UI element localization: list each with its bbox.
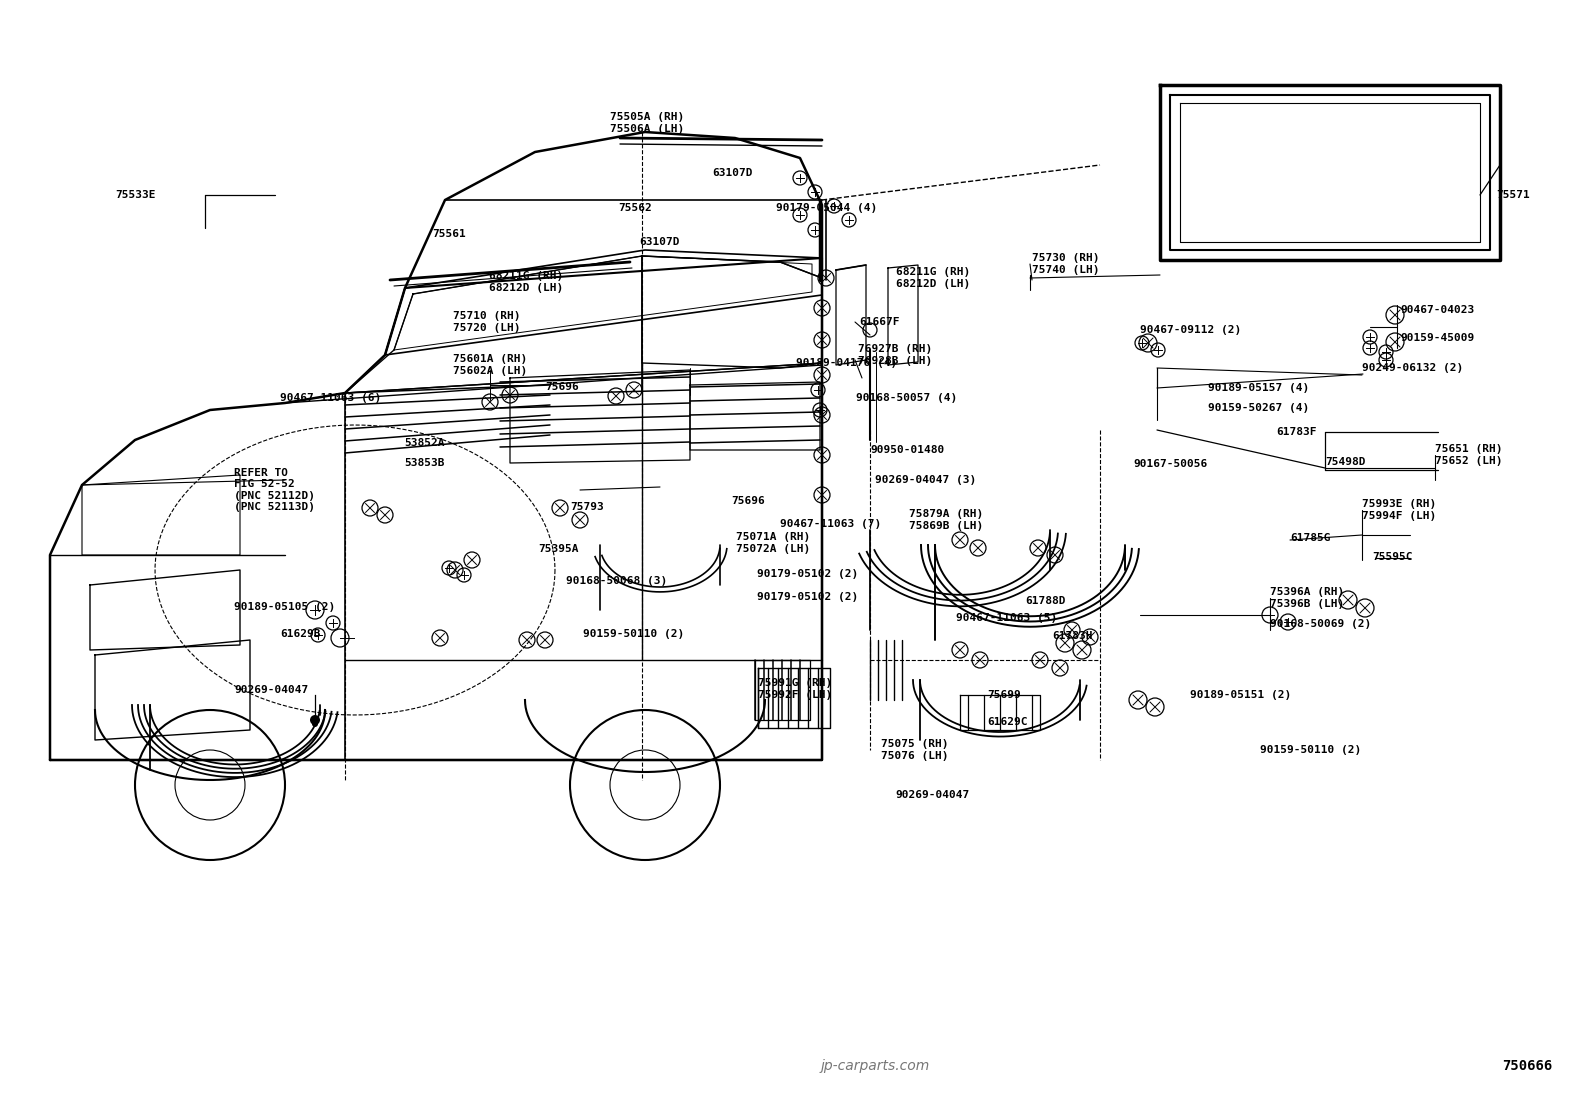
Text: 75395A: 75395A [538, 544, 578, 554]
Text: 75699: 75699 [987, 690, 1020, 700]
Text: 90249-06132 (2): 90249-06132 (2) [1363, 363, 1463, 373]
Text: 61783H: 61783H [1052, 631, 1092, 641]
Text: 75793: 75793 [570, 502, 603, 512]
Text: 750666: 750666 [1501, 1059, 1552, 1073]
Text: 75071A (RH)
75072A (LH): 75071A (RH) 75072A (LH) [736, 532, 810, 554]
Text: 90189-05105 (2): 90189-05105 (2) [234, 602, 336, 612]
Text: 75396A (RH)
75396B (LH): 75396A (RH) 75396B (LH) [1270, 587, 1344, 609]
Text: REFER TO
FIG 52-52
(PNC 52112D)
(PNC 52113D): REFER TO FIG 52-52 (PNC 52112D) (PNC 521… [234, 467, 315, 512]
Text: 68211G (RH)
68212D (LH): 68211G (RH) 68212D (LH) [489, 271, 564, 292]
Text: 75601A (RH)
75602A (LH): 75601A (RH) 75602A (LH) [454, 354, 527, 376]
Text: 90189-05151 (2): 90189-05151 (2) [1189, 690, 1291, 700]
Text: 90168-50068 (3): 90168-50068 (3) [567, 576, 667, 586]
Text: 90467-09112 (2): 90467-09112 (2) [1140, 325, 1242, 335]
Text: 75498D: 75498D [1325, 457, 1366, 467]
Text: 75651 (RH)
75652 (LH): 75651 (RH) 75652 (LH) [1434, 444, 1503, 466]
Text: 75993E (RH)
75994F (LH): 75993E (RH) 75994F (LH) [1363, 499, 1436, 521]
Text: jp-carparts.com: jp-carparts.com [821, 1059, 930, 1073]
Text: 90159-50110 (2): 90159-50110 (2) [583, 629, 685, 639]
Text: 90467-04023: 90467-04023 [1399, 306, 1474, 315]
Text: 75710 (RH)
75720 (LH): 75710 (RH) 75720 (LH) [454, 311, 521, 333]
Text: 75991G (RH)
75992F (LH): 75991G (RH) 75992F (LH) [758, 678, 833, 700]
Text: 90189-05157 (4): 90189-05157 (4) [1208, 382, 1309, 393]
Text: 90167-50056: 90167-50056 [1134, 459, 1207, 469]
Text: 53852A: 53852A [404, 439, 444, 448]
Text: 90159-50267 (4): 90159-50267 (4) [1208, 403, 1309, 413]
Text: 75696: 75696 [544, 382, 579, 392]
Text: 75571: 75571 [1496, 190, 1530, 200]
Text: 63107D: 63107D [712, 168, 753, 178]
Text: 61629C: 61629C [987, 717, 1027, 728]
Text: 90179-05044 (4): 90179-05044 (4) [775, 203, 877, 213]
Text: 75696: 75696 [731, 496, 764, 506]
Text: 90269-04047 (3): 90269-04047 (3) [876, 475, 976, 485]
Text: 90159-45009: 90159-45009 [1399, 333, 1474, 343]
Text: 90179-05102 (2): 90179-05102 (2) [758, 592, 858, 602]
Text: 53853B: 53853B [404, 458, 444, 468]
Text: 75730 (RH)
75740 (LH): 75730 (RH) 75740 (LH) [1032, 253, 1100, 275]
Text: 90168-50057 (4): 90168-50057 (4) [856, 393, 957, 403]
Text: 90159-50110 (2): 90159-50110 (2) [1259, 745, 1361, 755]
Text: 63107D: 63107D [638, 237, 680, 247]
Text: 61785G: 61785G [1290, 533, 1331, 543]
Text: 75595C: 75595C [1372, 552, 1412, 562]
Text: 90179-05102 (2): 90179-05102 (2) [758, 569, 858, 579]
Text: 61629B: 61629B [280, 629, 320, 639]
Text: 90467-11063 (6): 90467-11063 (6) [280, 393, 380, 403]
Text: 68211G (RH)
68212D (LH): 68211G (RH) 68212D (LH) [896, 267, 970, 289]
Text: 61667F: 61667F [860, 317, 899, 328]
Text: 61788D: 61788D [1025, 596, 1065, 606]
Text: 75505A (RH)
75506A (LH): 75505A (RH) 75506A (LH) [610, 112, 685, 134]
Text: 75533E: 75533E [115, 190, 156, 200]
Text: 90189-04176 (4): 90189-04176 (4) [796, 358, 898, 368]
Circle shape [312, 721, 318, 728]
Text: 76927B (RH)
76928B (LH): 76927B (RH) 76928B (LH) [858, 344, 933, 366]
Text: 90269-04047: 90269-04047 [234, 685, 309, 695]
Text: 75562: 75562 [618, 203, 651, 213]
Circle shape [310, 715, 320, 725]
Text: 75879A (RH)
75869B (LH): 75879A (RH) 75869B (LH) [909, 509, 984, 531]
Text: 90168-50069 (2): 90168-50069 (2) [1270, 619, 1371, 629]
Text: 90467-11063 (5): 90467-11063 (5) [957, 613, 1057, 623]
Text: 75561: 75561 [431, 229, 466, 238]
Text: 90950-01480: 90950-01480 [869, 445, 944, 455]
Text: 90467-11063 (7): 90467-11063 (7) [780, 519, 882, 529]
Text: 61783F: 61783F [1277, 428, 1317, 437]
Text: 90269-04047: 90269-04047 [895, 790, 970, 800]
Text: 75075 (RH)
75076 (LH): 75075 (RH) 75076 (LH) [880, 740, 949, 761]
